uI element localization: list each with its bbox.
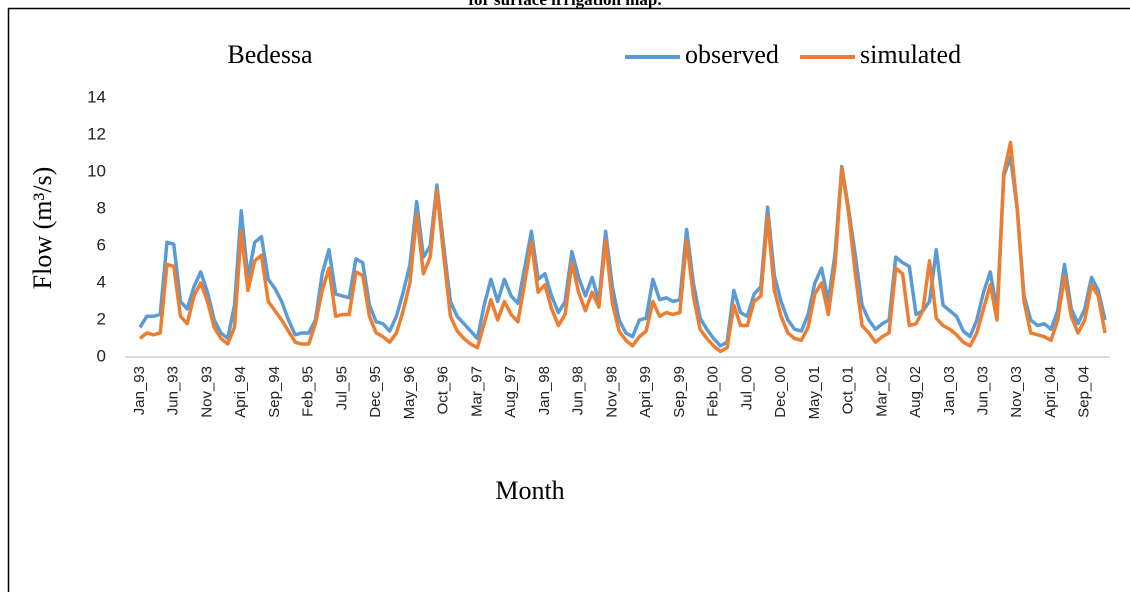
y-tick-label: 12 <box>87 124 106 143</box>
series-line <box>138 140 1107 354</box>
x-tick-label: Sep_99 <box>671 366 688 418</box>
chart-title: Bedessa <box>227 40 313 69</box>
x-tick-label: Dec_00 <box>772 366 789 418</box>
x-tick-label: Jul_95 <box>333 366 350 410</box>
y-tick-label: 10 <box>87 161 106 180</box>
x-tick-label: Apri_04 <box>1042 366 1059 418</box>
legend-label: simulated <box>860 40 961 69</box>
x-tick-label: Nov_98 <box>603 366 620 418</box>
legend-label: observed <box>685 40 779 69</box>
x-tick-label: Jul_00 <box>738 366 755 410</box>
y-tick-label: 4 <box>97 272 106 291</box>
x-tick-label: Jan_93 <box>131 366 148 415</box>
x-tick-label: Apri_94 <box>232 366 249 418</box>
x-tick-label: Feb_95 <box>300 366 317 417</box>
x-tick-label: Jan_98 <box>536 366 553 415</box>
x-tick-label: Oct_96 <box>435 366 452 414</box>
x-tick-label: May_01 <box>806 366 823 419</box>
x-tick-label: Mar_97 <box>468 366 485 417</box>
x-tick-label: Sep_94 <box>266 366 283 418</box>
x-tick-label: Feb_00 <box>705 366 722 417</box>
x-tick-label: Aug_02 <box>907 366 924 418</box>
x-tick-label: Nov_03 <box>1008 366 1025 418</box>
x-tick-label: Apri_99 <box>637 366 654 418</box>
x-tick-label: May_96 <box>401 366 418 419</box>
y-tick-label: 2 <box>97 309 106 328</box>
y-tick-label: 6 <box>97 235 106 254</box>
x-tick-label: Aug_97 <box>502 366 519 418</box>
x-tick-label: Mar_02 <box>873 366 890 417</box>
x-tick-label: Sep_04 <box>1076 366 1093 418</box>
y-axis-label: Flow (m³/s) <box>28 167 57 290</box>
x-tick-label: Nov_93 <box>198 366 215 418</box>
x-tick-label: Jun_93 <box>165 366 182 415</box>
x-tick-label: Oct_01 <box>840 366 857 414</box>
caption: for surface irrigation map. <box>468 0 661 9</box>
x-tick-label: Dec_95 <box>367 366 384 418</box>
y-tick-label: 14 <box>87 87 106 106</box>
x-tick-label: Jun_03 <box>975 366 992 415</box>
x-tick-label: Jun_98 <box>570 366 587 415</box>
series-line <box>138 155 1107 348</box>
y-tick-label: 8 <box>97 198 106 217</box>
x-axis-label: Month <box>495 476 564 505</box>
x-tick-label: Jan_03 <box>941 366 958 415</box>
y-tick-label: 0 <box>97 346 106 365</box>
